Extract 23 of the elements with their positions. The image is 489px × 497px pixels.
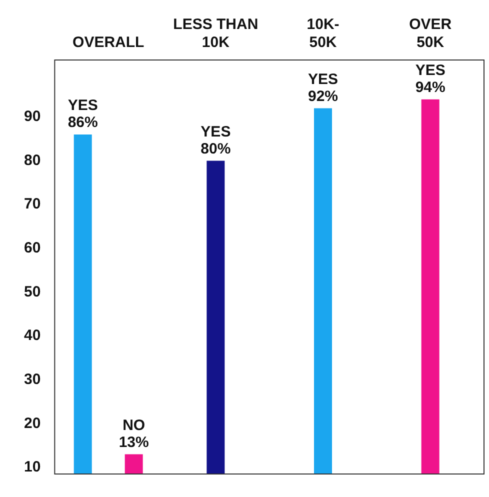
series-label: YES [200,123,231,140]
y-tick-label: 60 [24,240,41,257]
y-tick-label: 10 [24,458,41,476]
data-label: 94% [415,79,446,96]
y-tick-label: 80 [24,152,41,169]
y-tick-label: 90 [24,108,41,126]
series-label: NO [122,416,146,434]
y-tick-label: 30 [24,370,41,388]
data-label: 92% [308,88,338,105]
x-tick-label: 10K-50K [306,16,340,52]
y-tick-label: 70 [24,196,41,213]
text: YES [415,62,446,80]
data-label: 13% [118,434,149,451]
text: YES [68,97,98,114]
data-label: 86% [68,114,98,132]
y-tick-label: 40 [24,327,41,344]
x-tick-label: LESS THAN 10K [173,16,258,52]
x-tick-label: OVERALL [72,34,144,52]
y-tick-label: 20 [24,414,41,432]
x-tick-label: OVER 50K [409,16,452,52]
data-label: 80% [200,140,231,158]
y-tick-label: 50 [24,283,41,300]
text: YES [308,70,338,88]
